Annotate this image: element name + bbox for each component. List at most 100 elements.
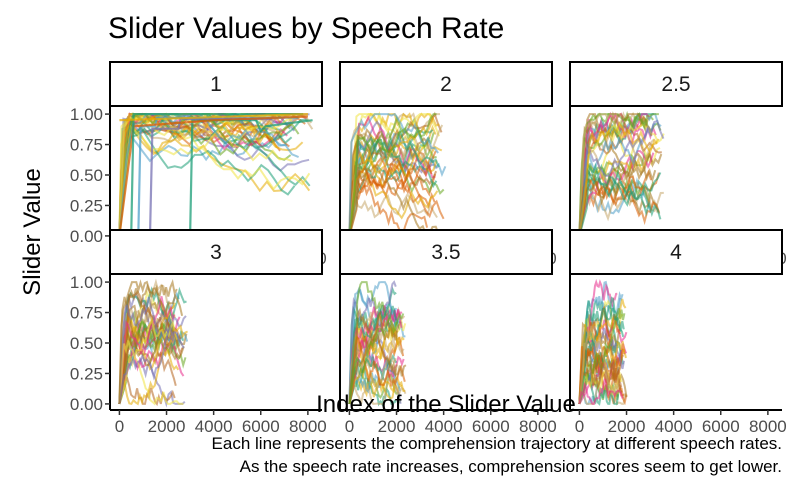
series-line — [578, 159, 657, 236]
facet-strip — [339, 229, 553, 275]
series-line — [348, 173, 436, 236]
series-lines — [578, 278, 628, 406]
y-tick-label: 0.75 — [70, 136, 103, 155]
series-line — [348, 324, 396, 405]
facet-strip — [569, 229, 783, 275]
series-line — [118, 114, 301, 236]
y-tick-label: 0.50 — [70, 334, 103, 353]
y-tick-label: 0.25 — [70, 364, 103, 383]
series-line — [348, 116, 440, 237]
y-tick-label: 0.00 — [70, 395, 103, 414]
y-tick-label: 0.50 — [70, 166, 103, 185]
series-line — [578, 112, 655, 236]
facet-panel: 3.5 0 2000 4000 6000 8000 — [339, 229, 557, 436]
series-line — [578, 362, 623, 405]
series-line — [118, 283, 184, 404]
series-line — [118, 118, 308, 236]
series-line — [118, 115, 308, 237]
x-tick-label: 0 — [115, 417, 124, 436]
x-tick-label: 8000 — [519, 417, 557, 436]
series-line — [348, 113, 441, 237]
series-line — [578, 325, 620, 404]
y-tick-label: 0.75 — [70, 304, 103, 323]
series-line — [348, 168, 445, 236]
series-line — [118, 296, 176, 404]
series-line — [119, 113, 308, 122]
series-line — [348, 124, 444, 236]
series-line — [118, 124, 311, 236]
y-tick-label: 1.00 — [70, 105, 103, 124]
series-lines — [118, 111, 314, 237]
facet-strip — [109, 229, 323, 275]
y-tick-label: 0.00 — [70, 227, 103, 246]
series-line — [348, 160, 433, 237]
series-line — [348, 113, 437, 237]
x-tick-label: 4000 — [195, 417, 233, 436]
facet-panel: 4 0 2000 4000 6000 8000 — [569, 229, 787, 436]
facet-strip-label: 1 — [210, 73, 222, 96]
y-tick-label: 0.25 — [70, 196, 103, 215]
series-line — [578, 167, 662, 237]
series-lines — [348, 280, 407, 407]
series-line — [578, 313, 622, 404]
series-line — [118, 124, 296, 236]
series-line — [118, 133, 288, 236]
facet-strip-label: 2 — [440, 73, 452, 96]
facet-panels: 1020004000600080000.000.250.500.751.0020… — [70, 61, 787, 436]
series-line — [578, 119, 665, 237]
x-tick-label: 0 — [345, 417, 354, 436]
facet-strip-label: 2.5 — [661, 73, 690, 96]
series-line — [348, 312, 405, 405]
series-line — [348, 335, 406, 405]
x-tick-label: 8000 — [289, 417, 327, 436]
x-tick-label: 2000 — [148, 417, 186, 436]
facet-strip — [109, 61, 323, 107]
series-line — [578, 149, 655, 237]
series-lines — [348, 111, 447, 239]
y-tick-label: 1.00 — [70, 273, 103, 292]
y-axis-title: Slider Value — [19, 168, 46, 296]
x-tick-label: 6000 — [702, 417, 740, 436]
facet-strip — [569, 61, 783, 107]
x-axis-title: Index of the Slider Value — [316, 391, 576, 418]
series-line — [118, 126, 311, 236]
chart-title: Slider Values by Speech Rate — [108, 12, 504, 45]
x-tick-label: 4000 — [655, 417, 693, 436]
facet-strip-label: 4 — [670, 241, 682, 264]
series-line — [348, 112, 439, 236]
caption-line-1: Each line represents the comprehension t… — [212, 434, 782, 453]
facet-strip-label: 3.5 — [431, 241, 460, 264]
series-line — [578, 327, 625, 405]
series-line — [118, 279, 178, 404]
facet-strip-label: 3 — [210, 241, 222, 264]
series-lines — [118, 278, 189, 408]
series-line — [118, 312, 188, 404]
series-line — [348, 376, 407, 405]
x-tick-label: 6000 — [472, 417, 510, 436]
facet-panel: 3 0 2000 4000 6000 8000 0.00 0.25 0.50 0.75 1.00 — [70, 229, 327, 436]
series-line — [578, 162, 662, 237]
x-tick-label: 0 — [575, 417, 584, 436]
x-tick-label: 4000 — [425, 417, 463, 436]
series-line — [118, 344, 180, 406]
series-line — [118, 323, 185, 405]
caption-line-2: As the speech rate increases, comprehens… — [240, 457, 782, 476]
series-line — [348, 281, 398, 405]
x-tick-label: 8000 — [749, 417, 787, 436]
series-line — [348, 307, 399, 405]
series-line — [578, 308, 626, 405]
x-tick-label: 2000 — [608, 417, 646, 436]
facet-strip — [339, 61, 553, 107]
series-line — [118, 326, 185, 405]
series-line — [578, 121, 658, 237]
series-line — [578, 112, 659, 236]
series-line — [578, 113, 654, 236]
series-lines — [578, 110, 665, 237]
series-line — [348, 180, 429, 239]
x-tick-label: 6000 — [242, 417, 280, 436]
series-line — [578, 307, 625, 405]
x-tick-label: 2000 — [378, 417, 416, 436]
series-line — [578, 378, 624, 405]
